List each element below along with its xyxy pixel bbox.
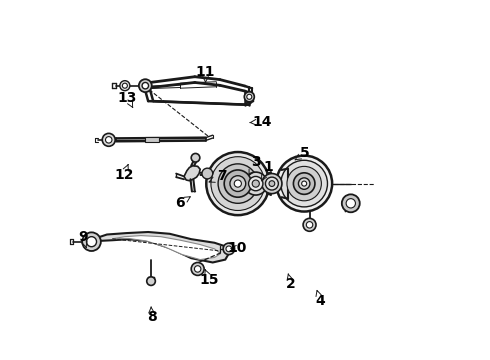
- Circle shape: [302, 181, 307, 186]
- Text: 12: 12: [114, 165, 134, 182]
- Text: 2: 2: [286, 274, 296, 291]
- Polygon shape: [145, 136, 159, 142]
- Circle shape: [206, 152, 270, 215]
- Text: 14: 14: [249, 115, 272, 129]
- Circle shape: [294, 173, 315, 194]
- Polygon shape: [184, 166, 200, 181]
- Circle shape: [234, 180, 242, 187]
- Circle shape: [226, 246, 232, 252]
- Circle shape: [306, 222, 313, 228]
- Circle shape: [105, 136, 112, 143]
- Circle shape: [287, 166, 321, 201]
- Text: 15: 15: [199, 270, 219, 287]
- Circle shape: [346, 199, 355, 208]
- Circle shape: [245, 92, 254, 102]
- Polygon shape: [112, 235, 220, 260]
- Text: 9: 9: [78, 230, 88, 247]
- Circle shape: [120, 81, 130, 91]
- Circle shape: [245, 172, 267, 195]
- Text: 11: 11: [196, 66, 215, 82]
- Text: 10: 10: [227, 241, 247, 255]
- Circle shape: [87, 237, 97, 247]
- Circle shape: [82, 232, 101, 251]
- Circle shape: [142, 82, 148, 89]
- Text: 3: 3: [249, 155, 261, 175]
- Circle shape: [102, 134, 115, 146]
- Circle shape: [202, 168, 213, 179]
- Text: 1: 1: [262, 161, 273, 181]
- Circle shape: [266, 177, 278, 190]
- Circle shape: [281, 160, 327, 207]
- Circle shape: [247, 94, 252, 99]
- Text: 13: 13: [118, 90, 137, 108]
- Circle shape: [218, 164, 258, 203]
- Circle shape: [139, 79, 152, 92]
- Circle shape: [211, 157, 265, 211]
- Circle shape: [269, 181, 275, 186]
- Text: 5: 5: [295, 146, 310, 160]
- Circle shape: [223, 243, 235, 255]
- Circle shape: [262, 174, 282, 194]
- Circle shape: [298, 178, 310, 189]
- Circle shape: [342, 194, 360, 212]
- Circle shape: [147, 277, 155, 285]
- Text: 4: 4: [316, 291, 325, 308]
- Circle shape: [252, 180, 259, 187]
- Circle shape: [195, 266, 201, 272]
- Circle shape: [230, 176, 245, 192]
- Circle shape: [224, 170, 251, 197]
- Text: 7: 7: [209, 170, 226, 183]
- Circle shape: [248, 176, 263, 191]
- Circle shape: [122, 83, 127, 88]
- Circle shape: [303, 219, 316, 231]
- Polygon shape: [92, 232, 229, 262]
- Text: 8: 8: [147, 307, 157, 324]
- Circle shape: [276, 156, 332, 212]
- Text: 6: 6: [175, 196, 190, 210]
- Circle shape: [191, 153, 200, 162]
- Circle shape: [191, 262, 204, 275]
